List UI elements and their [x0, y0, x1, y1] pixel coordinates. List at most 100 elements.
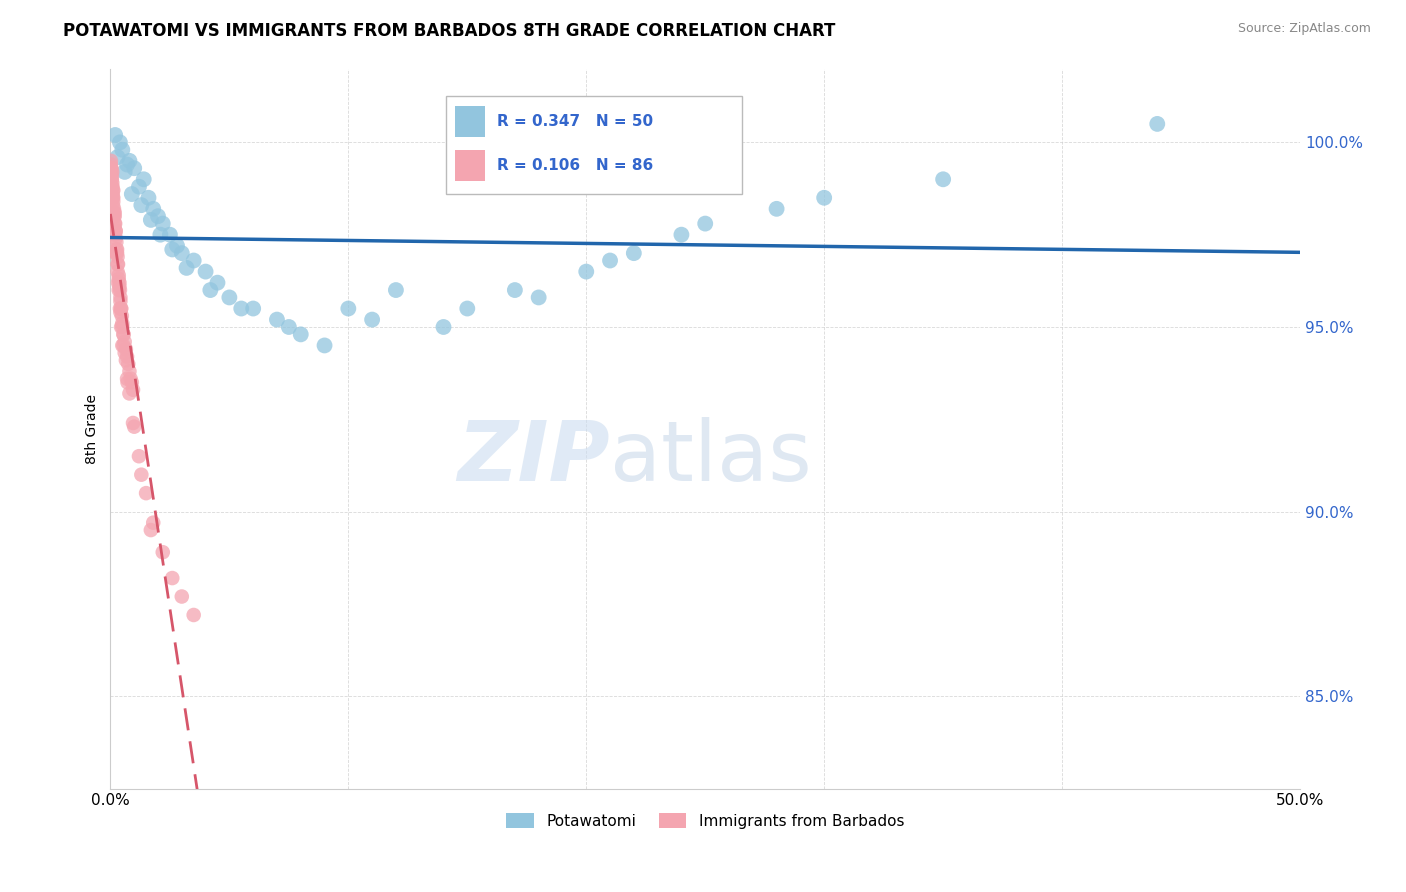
- Point: [599, 253, 621, 268]
- Point: [118, 153, 141, 168]
- Point: [104, 246, 127, 260]
- Point: [152, 545, 174, 559]
- Point: [110, 301, 132, 316]
- Point: [170, 590, 193, 604]
- Point: [121, 187, 143, 202]
- Point: [110, 294, 132, 309]
- Point: [105, 243, 128, 257]
- Point: [107, 268, 129, 283]
- Point: [115, 157, 138, 171]
- Point: [575, 264, 598, 278]
- Point: [103, 194, 125, 209]
- Point: [114, 165, 136, 179]
- Point: [503, 283, 526, 297]
- Point: [101, 172, 124, 186]
- Point: [101, 187, 124, 202]
- Point: [107, 272, 129, 286]
- Point: [104, 224, 127, 238]
- Point: [115, 372, 138, 386]
- Point: [103, 220, 125, 235]
- Point: [361, 312, 384, 326]
- Point: [115, 353, 138, 368]
- Point: [166, 239, 188, 253]
- Point: [623, 246, 645, 260]
- Point: [115, 342, 138, 356]
- Point: [104, 217, 127, 231]
- Point: [162, 571, 184, 585]
- Point: [101, 198, 124, 212]
- Point: [101, 191, 124, 205]
- Point: [207, 276, 229, 290]
- Point: [103, 202, 125, 216]
- Point: [101, 165, 124, 179]
- Point: [142, 516, 165, 530]
- Point: [122, 419, 145, 434]
- Point: [103, 209, 125, 223]
- Point: [117, 357, 139, 371]
- Point: [135, 486, 157, 500]
- Point: [138, 191, 160, 205]
- Point: [100, 153, 122, 168]
- Point: [813, 191, 835, 205]
- Text: R = 0.106   N = 86: R = 0.106 N = 86: [498, 158, 654, 173]
- Point: [112, 338, 135, 352]
- Point: [108, 136, 131, 150]
- Point: [107, 257, 129, 271]
- Point: [105, 243, 128, 257]
- Point: [671, 227, 693, 242]
- Point: [200, 283, 222, 297]
- Legend: Potawatomi, Immigrants from Barbados: Potawatomi, Immigrants from Barbados: [501, 806, 910, 835]
- Point: [108, 276, 131, 290]
- Point: [100, 165, 122, 179]
- Point: [131, 198, 153, 212]
- Point: [100, 161, 122, 176]
- Point: [456, 301, 478, 316]
- Point: [112, 327, 135, 342]
- Point: [104, 231, 127, 245]
- Point: [108, 283, 131, 297]
- Point: [765, 202, 787, 216]
- Point: [107, 257, 129, 271]
- Point: [105, 246, 128, 260]
- Point: [101, 169, 124, 183]
- Text: ZIP: ZIP: [457, 417, 610, 498]
- Point: [231, 301, 253, 316]
- Point: [104, 209, 127, 223]
- Point: [103, 205, 125, 219]
- Point: [108, 301, 131, 316]
- Point: [107, 276, 129, 290]
- Bar: [456, 106, 485, 136]
- Point: [111, 320, 134, 334]
- Point: [128, 179, 150, 194]
- Point: [183, 607, 205, 622]
- Point: [114, 346, 136, 360]
- Point: [152, 217, 174, 231]
- Point: [107, 150, 129, 164]
- Point: [266, 312, 288, 326]
- Point: [159, 227, 181, 242]
- Point: [101, 179, 124, 194]
- Point: [1146, 117, 1168, 131]
- Point: [111, 309, 134, 323]
- Point: [218, 290, 240, 304]
- Point: [132, 172, 155, 186]
- Point: [101, 176, 124, 190]
- Point: [103, 183, 125, 197]
- Point: [385, 283, 408, 297]
- Point: [128, 449, 150, 463]
- Point: [139, 523, 162, 537]
- Point: [101, 179, 124, 194]
- Point: [110, 320, 132, 334]
- Point: [111, 143, 134, 157]
- Text: Source: ZipAtlas.com: Source: ZipAtlas.com: [1237, 22, 1371, 36]
- Point: [108, 279, 131, 293]
- Point: [110, 305, 132, 319]
- Point: [277, 320, 299, 334]
- Point: [183, 253, 205, 268]
- Point: [105, 235, 128, 249]
- Point: [162, 243, 184, 257]
- Point: [103, 191, 125, 205]
- Point: [146, 209, 169, 223]
- Point: [104, 227, 127, 242]
- Point: [121, 376, 143, 390]
